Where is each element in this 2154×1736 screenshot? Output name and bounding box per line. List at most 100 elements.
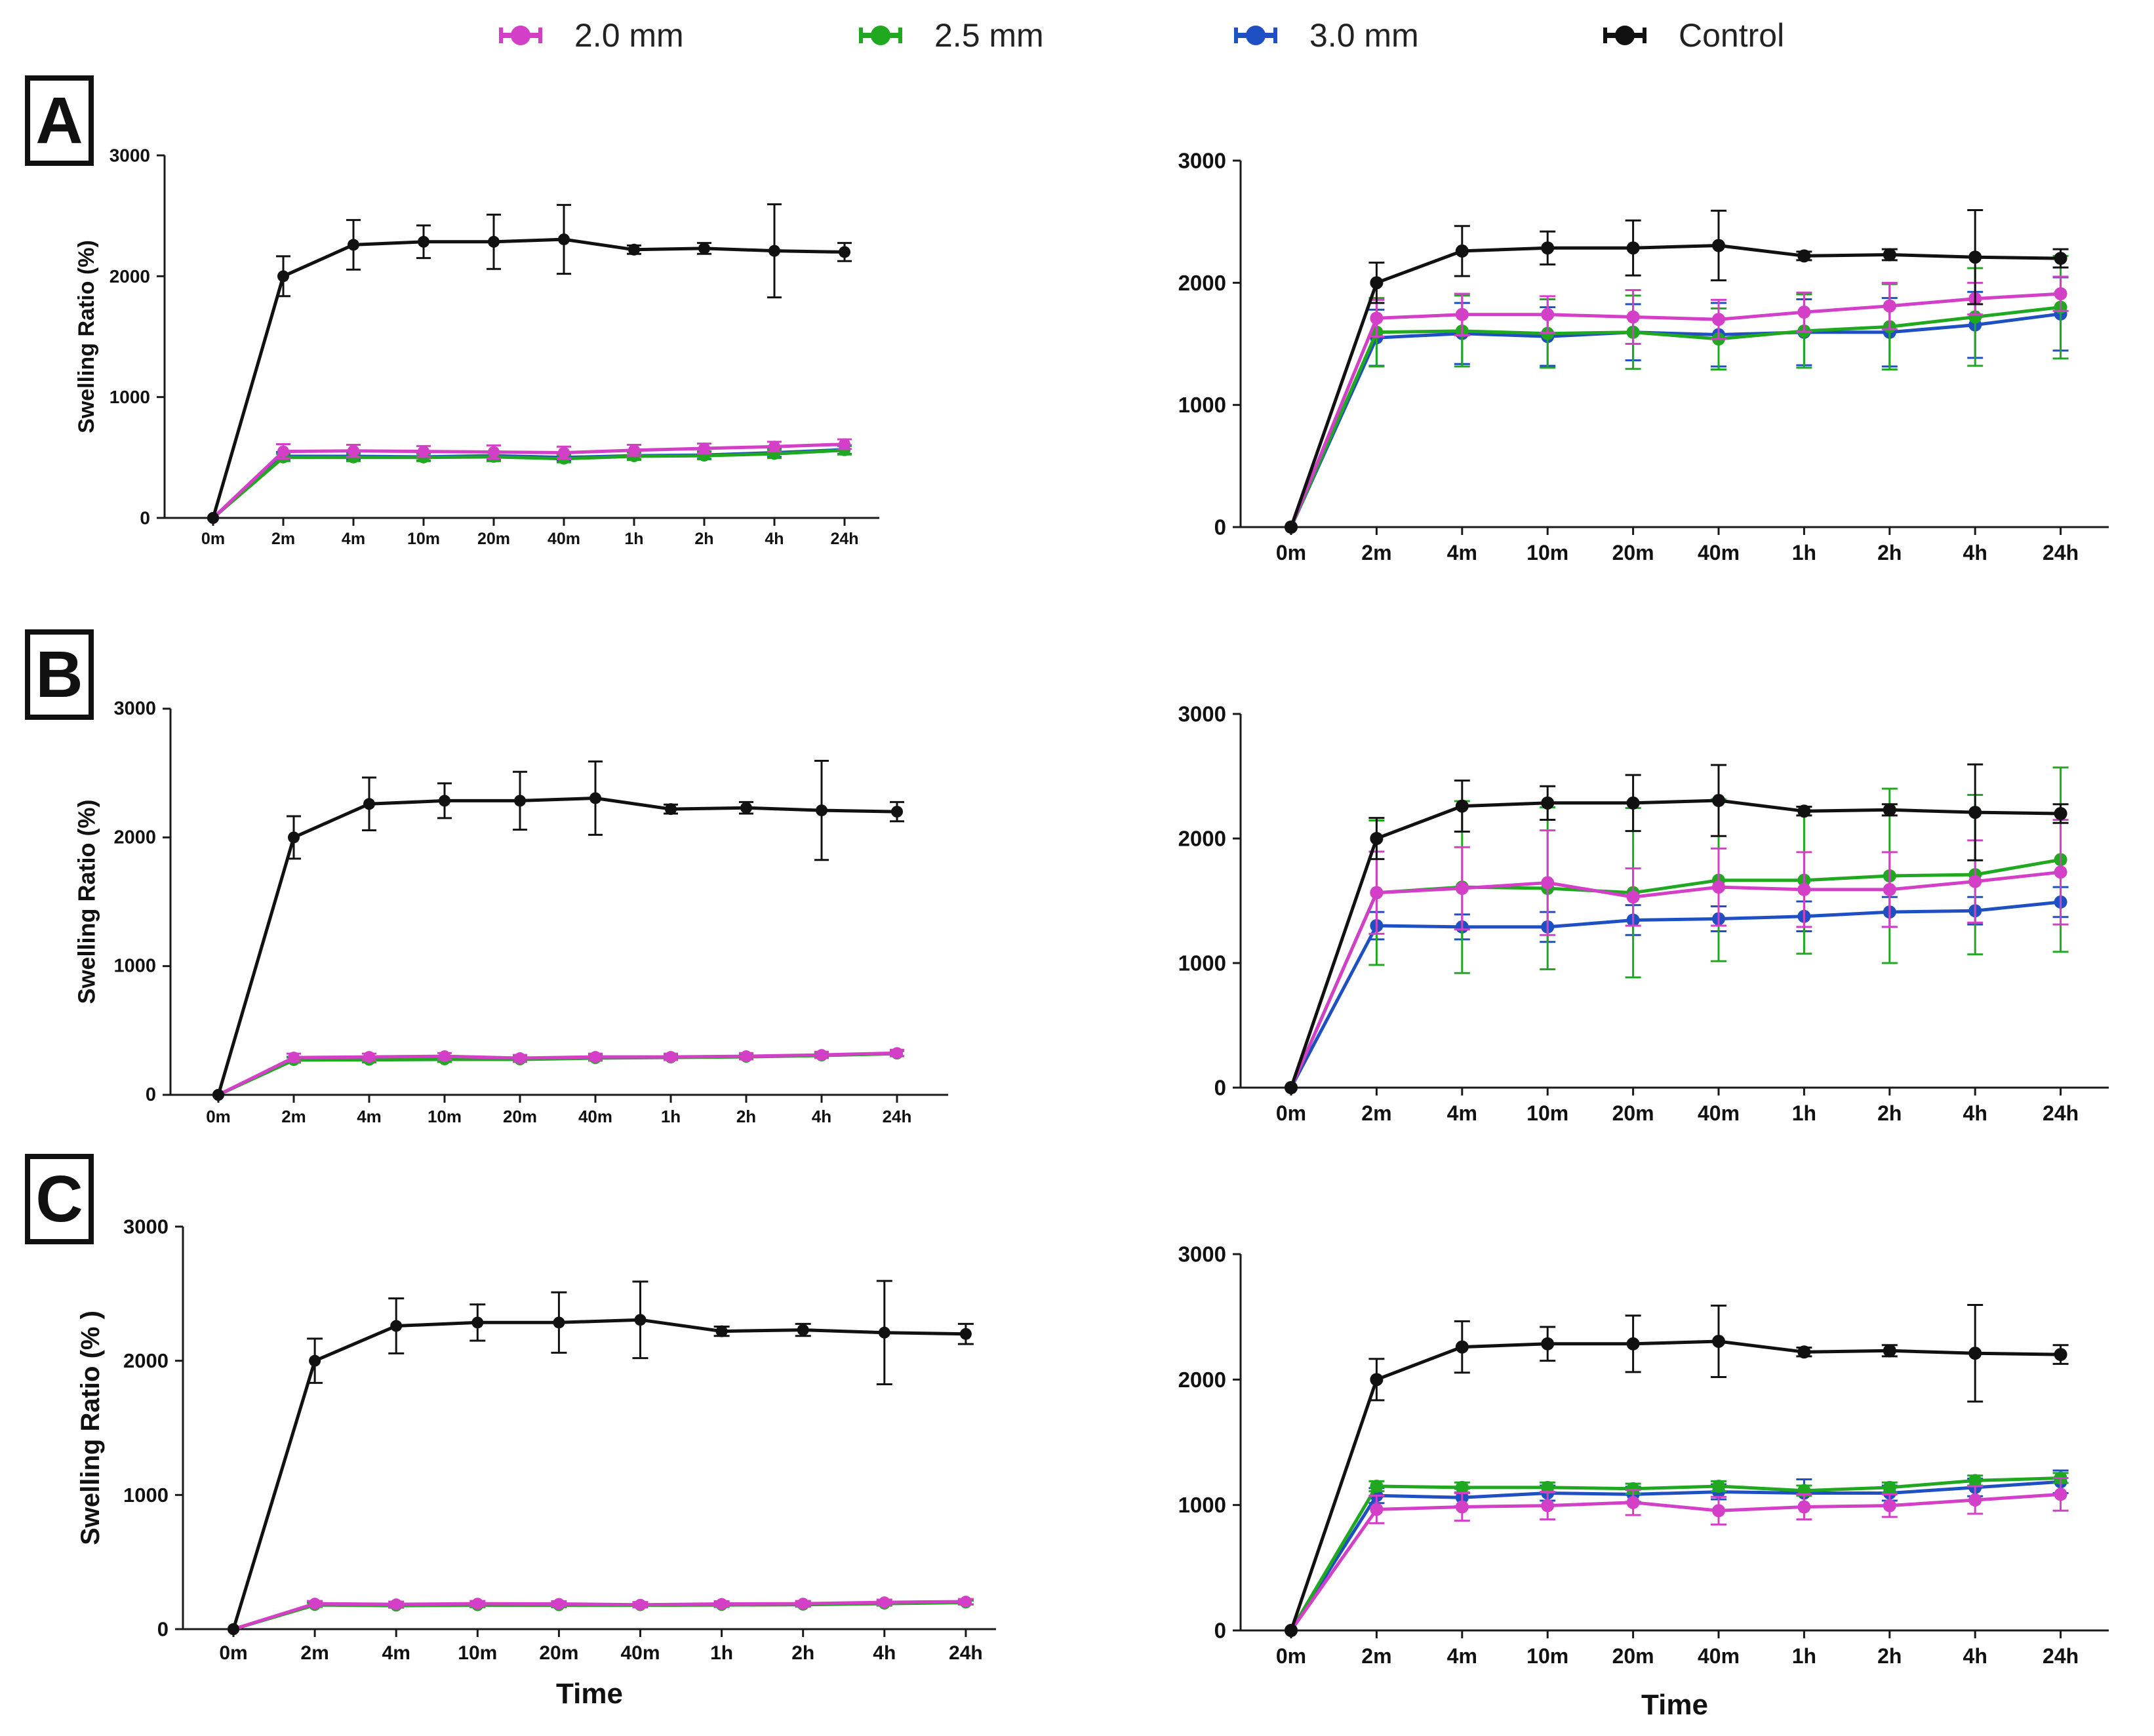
data-point [1797, 249, 1811, 263]
series-line [211, 448, 847, 520]
data-point [589, 1051, 601, 1063]
data-point [471, 1598, 484, 1610]
y-tick-label: 1000 [1178, 951, 1226, 976]
data-point [740, 1050, 752, 1063]
data-point [1455, 1500, 1469, 1514]
data-point [2054, 1488, 2067, 1501]
x-tick-label: 10m [1526, 541, 1568, 564]
data-point [348, 239, 359, 251]
series-2-0-mm [207, 438, 852, 524]
x-tick-label: 2m [1361, 541, 1391, 564]
data-point [839, 438, 850, 450]
data-point [1968, 1493, 1982, 1507]
x-tick-label: 2h [694, 530, 713, 548]
data-point [816, 804, 828, 817]
x-axis-label: Time [1641, 1689, 1708, 1721]
series-line [216, 797, 899, 1097]
x-tick-label: 0m [206, 1107, 231, 1126]
series-control [207, 203, 852, 524]
data-point [1883, 1499, 1896, 1512]
data-point [634, 1314, 647, 1326]
series-line [1289, 292, 2063, 529]
legend-marker-2-0-mm-icon [499, 26, 542, 45]
data-point [1626, 310, 1640, 324]
series-line [216, 1051, 899, 1097]
data-point [1712, 1334, 1725, 1348]
data-point [1455, 307, 1469, 321]
x-tick-label: 0m [1276, 1644, 1306, 1668]
data-point [698, 242, 710, 254]
data-point [816, 1049, 828, 1061]
x-tick-label: 10m [458, 1642, 497, 1664]
data-point [1797, 804, 1811, 818]
y-tick-label: 1000 [110, 387, 150, 407]
data-point [589, 792, 601, 804]
panel-label-c: C [25, 1154, 94, 1244]
legend-marker-3-0-mm-icon [1234, 26, 1277, 45]
data-point [309, 1354, 321, 1367]
x-tick-label: 2h [736, 1107, 756, 1126]
data-point [1285, 1624, 1298, 1637]
series-line [1289, 858, 2063, 1090]
x-tick-label: 2m [1361, 1101, 1391, 1125]
data-point [1712, 1479, 1725, 1493]
data-point [1968, 1347, 1982, 1360]
y-tick-label: 0 [1214, 1076, 1226, 1100]
data-point [1797, 882, 1811, 896]
data-point [488, 235, 500, 248]
x-tick-label: 24h [2043, 1644, 2079, 1668]
data-point [1712, 313, 1725, 326]
x-tick-label: 2m [300, 1642, 329, 1664]
data-point [418, 235, 429, 248]
data-point [228, 1623, 239, 1635]
legend-marker-2-5-mm-icon [859, 26, 902, 45]
data-point [1797, 1345, 1811, 1359]
series-line [1289, 1476, 2063, 1632]
data-point [348, 444, 359, 457]
y-tick-label: 1000 [123, 1484, 169, 1507]
data-point [1626, 796, 1640, 810]
y-axis-label: Swelling Ratio (% ) [76, 1311, 105, 1545]
data-point [439, 1050, 450, 1063]
x-tick-label: 20m [1612, 541, 1654, 564]
x-tick-label: 20m [503, 1107, 537, 1126]
x-tick-label: 1h [624, 530, 643, 548]
y-tick-label: 3000 [113, 698, 156, 719]
series-control [212, 760, 904, 1101]
data-point [1285, 521, 1298, 534]
data-point [553, 1598, 565, 1610]
series-line [1289, 900, 2063, 1090]
y-tick-label: 0 [157, 1618, 169, 1641]
x-tick-label: 1h [661, 1107, 681, 1126]
data-point [1626, 1495, 1640, 1509]
series-line [1289, 1339, 2063, 1632]
data-point [634, 1598, 647, 1611]
data-point [1455, 1340, 1469, 1354]
data-point [1370, 886, 1384, 899]
series-2-5-mm [1285, 1471, 2069, 1637]
series-line [1289, 870, 2063, 1090]
series-line [231, 1600, 968, 1631]
data-point [2054, 287, 2067, 301]
data-point [715, 1325, 728, 1337]
x-tick-label: 0m [1276, 541, 1306, 564]
data-point [1712, 1504, 1725, 1518]
data-point [1626, 890, 1640, 904]
data-point [797, 1598, 809, 1610]
y-tick-label: 1000 [113, 956, 156, 977]
data-point [558, 446, 570, 459]
data-point [212, 1089, 224, 1101]
data-point [363, 1051, 375, 1063]
data-point [1883, 299, 1896, 313]
data-point [1285, 1081, 1298, 1094]
y-tick-label: 3000 [123, 1215, 169, 1238]
series-2-0-mm [212, 1047, 904, 1101]
data-point [309, 1598, 321, 1610]
y-tick-label: 2000 [1178, 271, 1226, 295]
x-tick-label: 2m [1361, 1644, 1391, 1668]
x-tick-label: 4h [765, 530, 784, 548]
x-tick-label: 4m [342, 530, 365, 548]
data-point [1370, 311, 1384, 325]
data-point [715, 1598, 728, 1610]
series-2-5-mm [1285, 766, 2069, 1094]
